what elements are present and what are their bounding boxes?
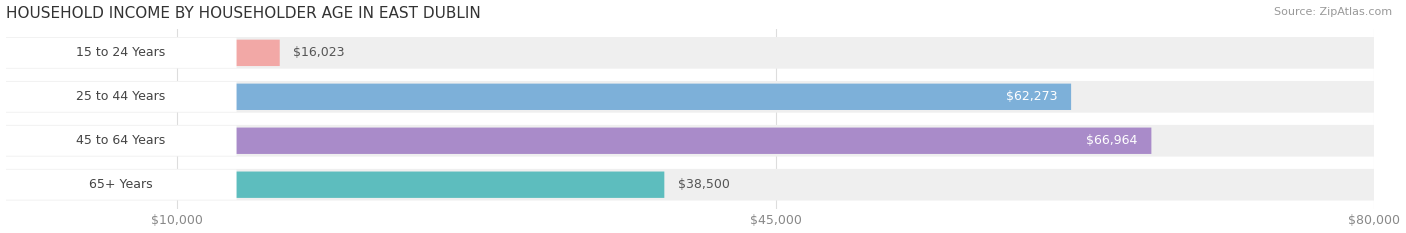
- FancyBboxPatch shape: [6, 125, 1375, 157]
- Text: $66,964: $66,964: [1087, 134, 1137, 147]
- FancyBboxPatch shape: [6, 84, 1071, 110]
- FancyBboxPatch shape: [6, 126, 236, 156]
- Text: 15 to 24 Years: 15 to 24 Years: [76, 46, 166, 59]
- FancyBboxPatch shape: [6, 171, 664, 198]
- Text: $62,273: $62,273: [1005, 90, 1057, 103]
- FancyBboxPatch shape: [6, 169, 1375, 201]
- Text: 45 to 64 Years: 45 to 64 Years: [76, 134, 166, 147]
- Text: HOUSEHOLD INCOME BY HOUSEHOLDER AGE IN EAST DUBLIN: HOUSEHOLD INCOME BY HOUSEHOLDER AGE IN E…: [6, 6, 481, 21]
- FancyBboxPatch shape: [6, 40, 280, 66]
- Text: 65+ Years: 65+ Years: [89, 178, 153, 191]
- FancyBboxPatch shape: [6, 37, 1375, 69]
- Text: 25 to 44 Years: 25 to 44 Years: [76, 90, 166, 103]
- Text: $38,500: $38,500: [678, 178, 730, 191]
- FancyBboxPatch shape: [6, 82, 236, 112]
- FancyBboxPatch shape: [6, 38, 236, 68]
- Text: $16,023: $16,023: [294, 46, 344, 59]
- FancyBboxPatch shape: [6, 128, 1152, 154]
- Text: Source: ZipAtlas.com: Source: ZipAtlas.com: [1274, 7, 1392, 17]
- FancyBboxPatch shape: [6, 81, 1375, 113]
- FancyBboxPatch shape: [6, 170, 236, 200]
